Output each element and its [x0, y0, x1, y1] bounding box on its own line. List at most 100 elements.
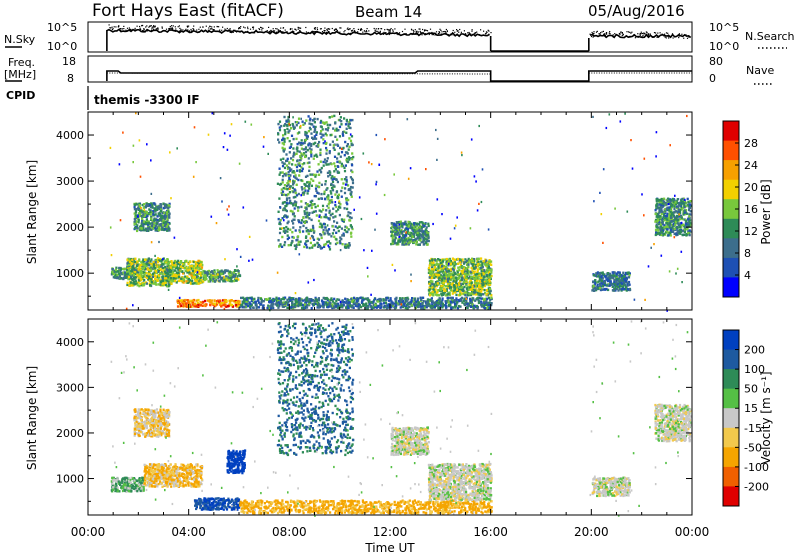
echo-cell [467, 293, 470, 297]
echo-cell [225, 300, 228, 303]
echo-cell [678, 209, 681, 213]
echo-cell [395, 223, 398, 226]
echo-cell [196, 272, 199, 276]
echo-cell [658, 206, 661, 209]
echo-cell [671, 211, 674, 214]
noise-point [292, 30, 294, 32]
echo-cell [490, 274, 493, 278]
echo-cell [619, 279, 622, 282]
echo-cell [657, 228, 660, 231]
echo-cell [404, 234, 408, 237]
echo-cell [400, 222, 403, 225]
echo-cell [192, 299, 195, 302]
echo-cell [166, 262, 169, 265]
echo-cell [406, 296, 409, 300]
echo-cell [147, 275, 150, 278]
noise-point [171, 29, 173, 31]
echo-cell [143, 259, 146, 263]
echo-cell [677, 229, 680, 232]
echo-cell [428, 259, 431, 262]
echo-cell [150, 262, 153, 266]
echo-cell [395, 301, 398, 304]
echo-cell [231, 305, 235, 308]
echo-cell [390, 233, 394, 236]
echo-cell [445, 270, 448, 273]
echo-cell [252, 306, 255, 309]
echo-cell [153, 208, 157, 212]
echo-cell [623, 277, 626, 281]
echo-cell [165, 279, 168, 282]
noise-point [145, 26, 147, 28]
echo-cell [213, 304, 216, 308]
echo-cell [411, 228, 414, 231]
noise-point [456, 34, 459, 36]
echo-cell [133, 206, 136, 209]
echo-cell [618, 288, 621, 291]
echo-cell [360, 305, 363, 309]
noise-point [629, 36, 631, 38]
echo-cell [133, 260, 137, 263]
noise-point [410, 28, 413, 30]
echo-cell [428, 286, 431, 289]
echo-cell [139, 270, 143, 273]
echo-cell [437, 304, 440, 307]
noise-point [418, 28, 420, 30]
echo-cell [379, 302, 383, 305]
echo-cell [128, 274, 131, 277]
noise-point [686, 37, 689, 39]
echo-cell [450, 286, 453, 289]
noise-point [289, 28, 291, 31]
echo-cell [164, 259, 167, 262]
echo-cell [140, 221, 144, 224]
echo-cell [485, 293, 488, 296]
echo-cell [208, 300, 211, 303]
echo-cell [445, 288, 448, 291]
echo-cell [144, 222, 147, 226]
echo-cell [195, 299, 198, 302]
echo-cell [120, 271, 123, 275]
echo-cell [198, 266, 201, 269]
echo-cell [421, 223, 424, 226]
echo-cell [392, 234, 395, 237]
echo-cell [394, 236, 397, 239]
echo-cell [447, 304, 451, 307]
echo-cell [182, 264, 185, 267]
cpid-value: themis -3300 IF [94, 93, 200, 107]
echo-cell [151, 227, 154, 230]
noise-point [134, 29, 136, 31]
echo-cell [412, 232, 415, 236]
noise-point [169, 25, 171, 28]
echo-cell [222, 302, 225, 305]
echo-cell [418, 226, 421, 229]
echo-cell [455, 297, 458, 300]
cpid-label: CPID [6, 89, 35, 102]
echo-cell [409, 302, 413, 306]
noise-point [678, 37, 680, 39]
echo-cell [316, 299, 319, 303]
noise-point [326, 28, 328, 30]
echo-cell [382, 298, 385, 301]
echo-cell [377, 298, 380, 302]
echo-cell [464, 268, 468, 271]
echo-cell [428, 271, 431, 274]
echo-cell [222, 275, 225, 279]
echo-cell [455, 290, 458, 293]
echo-cell [181, 299, 184, 302]
noise-point [232, 31, 234, 33]
echo-cell [180, 277, 183, 280]
echo-cell [614, 285, 617, 288]
echo-cell [450, 267, 453, 271]
echo-cell [145, 227, 148, 230]
noise-point [603, 33, 605, 35]
noise-point [389, 31, 391, 33]
echo-cell [338, 298, 341, 301]
echo-cell [231, 275, 234, 279]
echo-cell [133, 208, 136, 211]
noise-point [177, 26, 179, 28]
noise-point [439, 31, 441, 33]
echo-cell [166, 271, 169, 275]
noise-point [479, 34, 481, 36]
echo-cell [614, 283, 617, 286]
noise-point [339, 27, 341, 29]
noise-point [252, 26, 255, 28]
